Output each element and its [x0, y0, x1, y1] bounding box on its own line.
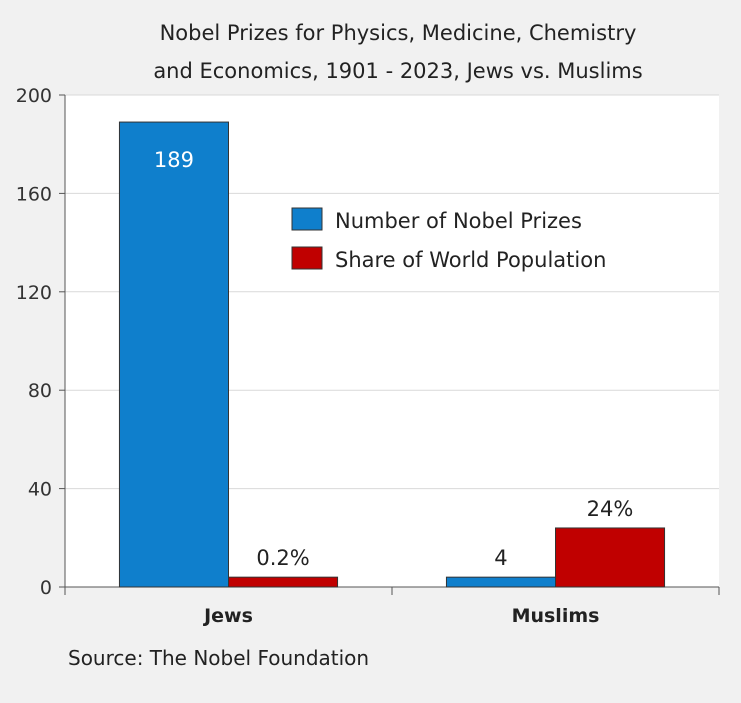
data-label-jews-share-of-world-population: 0.2% — [256, 546, 309, 570]
bar-muslims-share-of-world-population — [555, 527, 666, 588]
legend-label-nobel-prizes: Number of Nobel Prizes — [335, 209, 582, 233]
axes: 0 40 80 120 160 200 Jews Muslims — [16, 85, 720, 627]
y-tick-label-160: 160 — [16, 183, 52, 205]
legend: Number of Nobel Prizes Share of World Po… — [291, 207, 606, 272]
bar-jews-number-of-nobel-prizes — [118, 121, 229, 588]
data-label-muslims-number-of-nobel-prizes: 4 — [494, 546, 507, 570]
bar-muslims-number-of-nobel-prizes — [445, 576, 556, 588]
data-label-jews-number-of-nobel-prizes: 189 — [154, 148, 194, 172]
chart-title-line-2: and Economics, 1901 - 2023, Jews vs. Mus… — [153, 59, 642, 83]
x-category-label-muslims: Muslims — [512, 605, 600, 627]
data-labels: 189 0.2% 4 24% — [154, 148, 633, 570]
x-category-label-jews: Jews — [202, 605, 253, 627]
y-tick-label-0: 0 — [40, 577, 52, 599]
data-label-muslims-share-of-world-population: 24% — [587, 497, 634, 521]
legend-label-world-population: Share of World Population — [335, 248, 606, 272]
chart-title-line-1: Nobel Prizes for Physics, Medicine, Chem… — [160, 21, 637, 45]
bar-jews-share-of-world-population — [228, 576, 339, 588]
y-tick-label-80: 80 — [28, 380, 52, 402]
bars — [118, 121, 666, 588]
y-tick-label-40: 40 — [28, 479, 52, 501]
legend-swatch-nobel-prizes — [291, 207, 323, 231]
y-tick-label-200: 200 — [16, 85, 52, 107]
legend-swatch-world-population — [291, 246, 323, 270]
y-tick-label-120: 120 — [16, 282, 52, 304]
source-note: Source: The Nobel Foundation — [68, 646, 369, 670]
